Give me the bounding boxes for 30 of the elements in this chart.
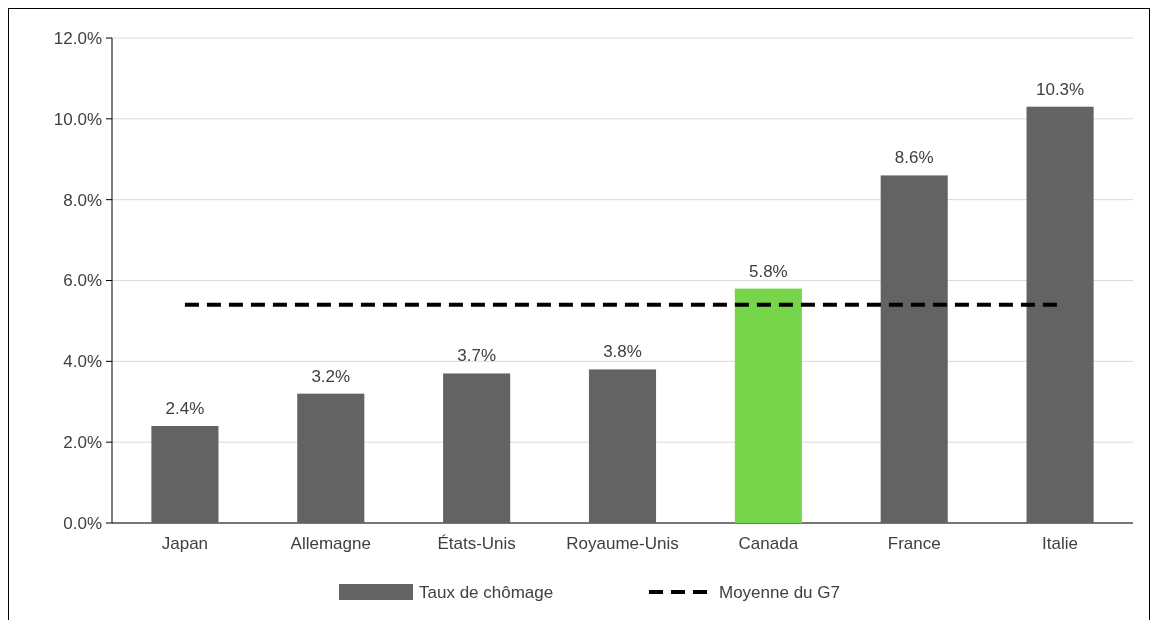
y-tick-label: 4.0%: [63, 352, 102, 372]
x-tick-label: Italie: [1042, 534, 1079, 553]
x-tick-label: Canada: [738, 534, 799, 553]
data-label: 3.2%: [311, 366, 351, 386]
bar: [443, 373, 511, 523]
data-label: 3.7%: [457, 346, 497, 366]
y-tick-label: 10.0%: [53, 109, 102, 129]
x-tick-label: Royaume-Unis: [566, 534, 679, 553]
bar: [880, 175, 948, 523]
data-label: 3.8%: [603, 342, 642, 362]
data-label: 5.8%: [748, 261, 788, 281]
data-label: 10.3%: [1035, 79, 1085, 99]
data-label: 8.6%: [894, 148, 934, 168]
x-tick-label: États-Unis: [437, 534, 516, 553]
x-tick-label: Allemagne: [290, 534, 371, 553]
y-tick-label: 2.0%: [63, 433, 102, 453]
bar: [734, 288, 802, 523]
bar: [1026, 106, 1094, 523]
x-tick-label: France: [887, 534, 941, 553]
legend-label: Taux de chômage: [419, 582, 554, 602]
y-tick-label: 12.0%: [53, 28, 102, 48]
data-label: 2.4%: [165, 399, 205, 418]
bar: [297, 393, 365, 523]
y-tick-label: 0.0%: [63, 513, 102, 533]
legend-label: Moyenne du G7: [719, 582, 840, 602]
x-tick-label: Japan: [161, 534, 209, 553]
y-tick-label: 8.0%: [63, 190, 102, 210]
bar: [588, 369, 657, 523]
bar: [151, 426, 219, 523]
y-tick-label: 6.0%: [63, 271, 102, 291]
